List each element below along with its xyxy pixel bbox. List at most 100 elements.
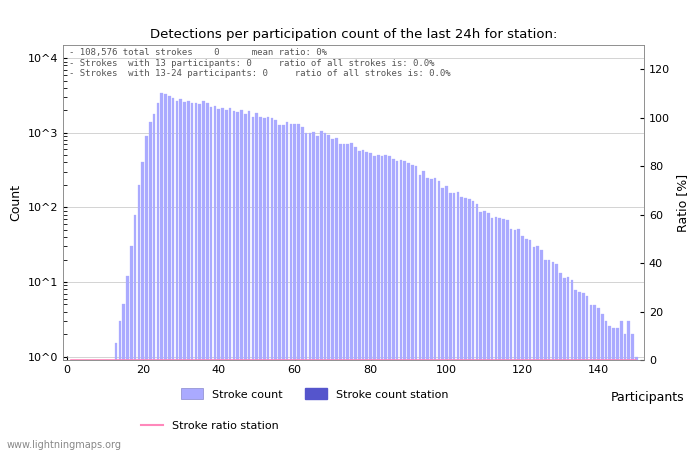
Text: - 108,576 total strokes    0      mean ratio: 0%
- Strokes  with 13 participants: - 108,576 total strokes 0 mean ratio: 0%… bbox=[69, 48, 450, 78]
Bar bbox=[138, 185, 140, 450]
Bar bbox=[122, 305, 125, 450]
Bar bbox=[373, 156, 376, 450]
Text: www.lightningmaps.org: www.lightningmaps.org bbox=[7, 440, 122, 450]
Bar bbox=[244, 113, 246, 450]
Bar bbox=[594, 306, 596, 450]
Bar bbox=[434, 178, 437, 450]
Bar bbox=[483, 211, 486, 450]
Bar bbox=[141, 162, 144, 450]
Bar bbox=[290, 124, 292, 450]
Bar bbox=[502, 219, 505, 450]
Bar bbox=[267, 117, 270, 450]
Bar bbox=[635, 356, 638, 450]
Bar bbox=[320, 131, 323, 450]
Bar bbox=[278, 125, 281, 450]
Bar bbox=[339, 144, 342, 450]
Bar bbox=[506, 220, 509, 450]
Bar bbox=[323, 133, 326, 450]
Bar bbox=[187, 101, 190, 450]
Bar bbox=[411, 165, 414, 450]
Bar bbox=[240, 110, 243, 450]
Bar bbox=[407, 163, 410, 450]
Bar bbox=[419, 176, 421, 450]
Bar bbox=[232, 112, 235, 450]
Bar bbox=[225, 110, 228, 450]
Bar bbox=[510, 229, 512, 450]
Bar bbox=[438, 181, 440, 450]
Bar bbox=[331, 139, 334, 450]
Bar bbox=[491, 218, 494, 450]
Bar bbox=[522, 236, 524, 450]
Bar bbox=[343, 144, 345, 450]
Bar bbox=[601, 314, 603, 450]
Bar bbox=[472, 201, 475, 450]
Bar bbox=[570, 280, 573, 450]
Bar bbox=[195, 103, 197, 450]
Bar bbox=[256, 113, 258, 450]
Bar bbox=[164, 94, 167, 450]
Bar bbox=[221, 108, 224, 450]
Bar bbox=[251, 117, 254, 450]
Bar bbox=[528, 240, 531, 450]
Bar bbox=[624, 334, 626, 450]
Bar bbox=[248, 111, 251, 450]
Bar bbox=[229, 108, 232, 450]
Bar bbox=[597, 308, 600, 450]
Bar bbox=[536, 246, 539, 450]
Bar bbox=[218, 109, 220, 450]
Bar bbox=[259, 117, 262, 450]
Bar bbox=[206, 103, 209, 450]
Bar bbox=[395, 161, 398, 450]
Bar bbox=[589, 306, 592, 450]
Bar bbox=[605, 321, 608, 450]
Bar bbox=[616, 328, 619, 450]
Bar bbox=[179, 99, 182, 450]
Bar bbox=[297, 124, 300, 450]
Bar bbox=[480, 212, 482, 450]
Bar bbox=[126, 276, 129, 450]
Bar bbox=[365, 152, 368, 450]
Bar bbox=[392, 159, 395, 450]
Y-axis label: Ratio [%]: Ratio [%] bbox=[676, 173, 689, 232]
Bar bbox=[555, 264, 558, 450]
Bar bbox=[567, 277, 569, 450]
Bar bbox=[301, 127, 304, 450]
Bar bbox=[183, 102, 186, 450]
Bar bbox=[134, 215, 136, 450]
Bar bbox=[168, 96, 171, 450]
Y-axis label: Count: Count bbox=[9, 184, 22, 221]
Bar bbox=[172, 98, 174, 450]
Legend: Stroke ratio station: Stroke ratio station bbox=[136, 417, 284, 436]
Bar bbox=[631, 334, 634, 450]
Bar bbox=[202, 101, 205, 450]
Bar bbox=[358, 151, 360, 450]
Bar bbox=[533, 247, 536, 450]
Bar bbox=[426, 178, 429, 450]
Bar bbox=[160, 93, 163, 450]
Bar bbox=[346, 144, 349, 450]
Bar bbox=[620, 321, 622, 450]
Bar bbox=[563, 278, 566, 450]
Bar bbox=[547, 260, 550, 450]
Bar bbox=[389, 156, 391, 450]
Bar bbox=[468, 199, 470, 450]
Bar bbox=[335, 138, 337, 450]
Bar bbox=[237, 112, 239, 450]
Text: Participants: Participants bbox=[611, 392, 685, 405]
Bar bbox=[578, 292, 581, 450]
Bar bbox=[304, 133, 307, 450]
Bar bbox=[377, 155, 379, 450]
Bar bbox=[612, 328, 615, 450]
Bar bbox=[586, 296, 589, 450]
Bar bbox=[422, 171, 425, 450]
Bar bbox=[574, 290, 577, 450]
Bar bbox=[582, 293, 584, 450]
Bar bbox=[430, 179, 433, 450]
Bar bbox=[442, 188, 444, 450]
Bar bbox=[198, 104, 201, 450]
Bar bbox=[362, 150, 364, 450]
Bar bbox=[312, 131, 315, 450]
Bar bbox=[453, 193, 456, 450]
Bar bbox=[540, 250, 542, 450]
Bar bbox=[309, 133, 312, 450]
